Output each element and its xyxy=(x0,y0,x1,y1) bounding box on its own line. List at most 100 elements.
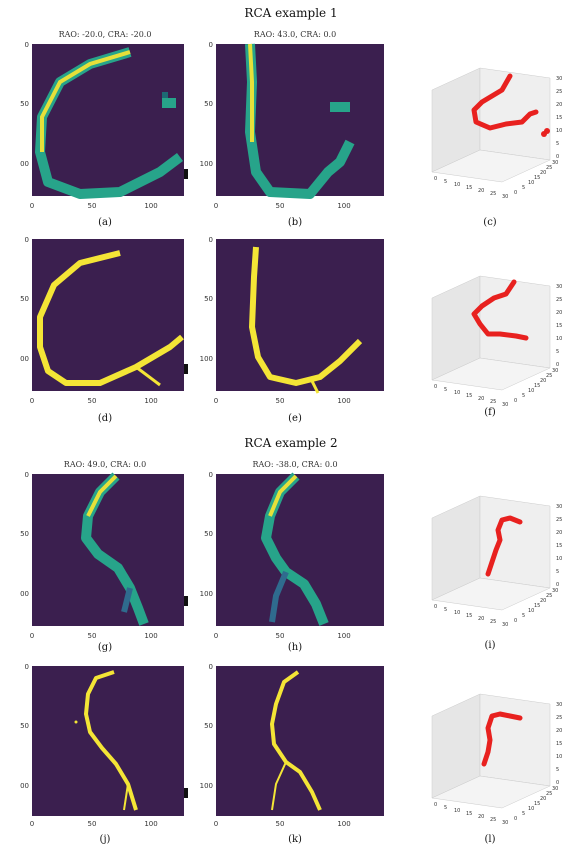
x-tick: 30 xyxy=(502,622,508,628)
y-tick: 0 xyxy=(209,472,213,479)
x-tick: 10 xyxy=(454,390,460,396)
z-tick: 15 xyxy=(556,323,562,329)
caption-i: (i) xyxy=(410,640,570,651)
y-tick: 50 xyxy=(204,295,213,303)
z-tick: 20 xyxy=(556,102,562,108)
x-tick: 100 xyxy=(144,632,157,640)
x-tick: 25 xyxy=(490,399,496,405)
caption-e: (e) xyxy=(200,413,390,424)
z-tick: 5 xyxy=(556,349,559,355)
panel-c: 30 25 20 15 10 5 0 0 5 10 15 20 25 30 0 … xyxy=(410,50,570,230)
x-tick: 100 xyxy=(337,820,350,828)
x-tick: 50 xyxy=(88,632,97,640)
x-tick: 5 xyxy=(444,387,447,393)
x-tick: 10 xyxy=(454,610,460,616)
x-tick-labels: 0 50 100 xyxy=(214,202,351,210)
image-bg xyxy=(32,666,184,816)
z-tick-labels: 30 25 20 15 10 5 0 xyxy=(556,76,562,160)
x-tick: 20 xyxy=(478,814,484,820)
z-tick: 15 xyxy=(556,115,562,121)
angiogram-heatmap: 0 50 100 0 50 100 xyxy=(20,42,190,222)
y-tick: 100 xyxy=(20,355,29,363)
z-tick: 25 xyxy=(556,517,562,523)
y-tick: 50 xyxy=(204,722,213,730)
panel-i: 30 25 20 15 10 5 0 0 5 10 15 20 25 30 0 … xyxy=(410,478,570,658)
z-tick: 5 xyxy=(556,767,559,773)
x-tick: 100 xyxy=(337,202,350,210)
angiogram-heatmap: 0 50 100 0 50 100 xyxy=(20,472,190,652)
vessel-highlight xyxy=(250,44,252,142)
x-tick: 100 xyxy=(144,397,157,405)
caption-a: (a) xyxy=(20,217,190,228)
y-tick: 100 xyxy=(20,590,29,598)
plot3d: 30 25 20 15 10 5 0 0 5 10 15 20 25 30 0 … xyxy=(410,258,570,418)
x-tick: 50 xyxy=(276,397,285,405)
x-tick: 15 xyxy=(466,393,472,399)
caption-g: (g) xyxy=(20,642,190,653)
y-tick: 0 xyxy=(514,190,517,196)
panel-j: 0 50 100 0 50 100 (j) xyxy=(20,664,190,852)
y-tick: 0 xyxy=(514,398,517,404)
y-tick-labels: 0 50 100 xyxy=(20,664,29,790)
y-tick-labels: 0 50 100 xyxy=(20,472,29,598)
y-tick: 100 xyxy=(20,782,29,790)
x-tick: 30 xyxy=(502,194,508,200)
y-tick-labels: 0 50 100 xyxy=(200,664,213,790)
x-tick: 0 xyxy=(434,802,437,808)
caption-d: (d) xyxy=(20,413,190,424)
x-tick-labels: 0 50 100 xyxy=(214,820,351,828)
angiogram-heatmap: 0 50 100 0 50 100 xyxy=(200,472,390,652)
z-tick: 25 xyxy=(556,89,562,95)
y-tick: 0 xyxy=(209,237,213,244)
y-tick: 0 xyxy=(25,237,29,244)
y-tick: 50 xyxy=(20,722,29,730)
x-tick: 20 xyxy=(478,188,484,194)
x-tick: 0 xyxy=(214,820,218,828)
caption-h: (h) xyxy=(200,642,390,653)
marker xyxy=(184,169,188,179)
x-tick: 50 xyxy=(88,202,97,210)
z-tick: 20 xyxy=(556,310,562,316)
panel-title: RAO: 43.0, CRA: 0.0 xyxy=(200,30,390,39)
caption-j: (j) xyxy=(20,834,190,845)
z-tick: 10 xyxy=(556,336,562,342)
y-tick-labels: 0 50 100 xyxy=(200,42,213,168)
image-bg xyxy=(216,666,384,816)
x-tick: 5 xyxy=(444,607,447,613)
y-tick: 100 xyxy=(200,160,213,168)
x-tick: 50 xyxy=(88,820,97,828)
x-tick: 0 xyxy=(30,632,34,640)
y-tick-labels: 0 50 100 xyxy=(20,237,29,363)
plot3d: 30 25 20 15 10 5 0 0 5 10 15 20 25 30 0 … xyxy=(410,50,570,210)
image-bg xyxy=(32,474,184,626)
marker xyxy=(184,364,188,374)
x-tick: 50 xyxy=(276,632,285,640)
z-tick: 15 xyxy=(556,741,562,747)
z-tick: 10 xyxy=(556,128,562,134)
y-tick: 50 xyxy=(204,100,213,108)
z-tick: 30 xyxy=(556,76,562,82)
x-tick: 25 xyxy=(490,619,496,625)
panel-b: RAO: 43.0, CRA: 0.0 0 50 100 0 50 100 (b… xyxy=(200,26,390,231)
z-tick-labels: 30 25 20 15 10 5 0 xyxy=(556,284,562,368)
y-tick-labels: 0 50 100 xyxy=(200,472,213,598)
y-tick: 0 xyxy=(514,618,517,624)
panel-f: 30 25 20 15 10 5 0 0 5 10 15 20 25 30 0 … xyxy=(410,258,570,438)
x-tick-labels: 0 50 100 xyxy=(30,397,158,405)
point xyxy=(544,128,550,134)
z-tick: 15 xyxy=(556,543,562,549)
y-tick-labels: 0 50 100 xyxy=(20,42,29,168)
x-tick: 20 xyxy=(478,396,484,402)
x-tick-labels: 0 50 100 xyxy=(30,632,158,640)
y-tick: 0 xyxy=(209,42,213,49)
z-tick: 25 xyxy=(556,715,562,721)
y-tick: 50 xyxy=(20,100,29,108)
y-tick: 5 xyxy=(522,185,525,191)
z-tick: 30 xyxy=(556,702,562,708)
vessel-mask: 0 50 100 0 50 100 xyxy=(200,664,390,836)
x-tick: 100 xyxy=(337,632,350,640)
panel-k: 0 50 100 0 50 100 (k) xyxy=(200,664,390,852)
x-tick: 100 xyxy=(144,820,157,828)
image-bg xyxy=(216,474,384,626)
x-tick: 50 xyxy=(276,820,285,828)
